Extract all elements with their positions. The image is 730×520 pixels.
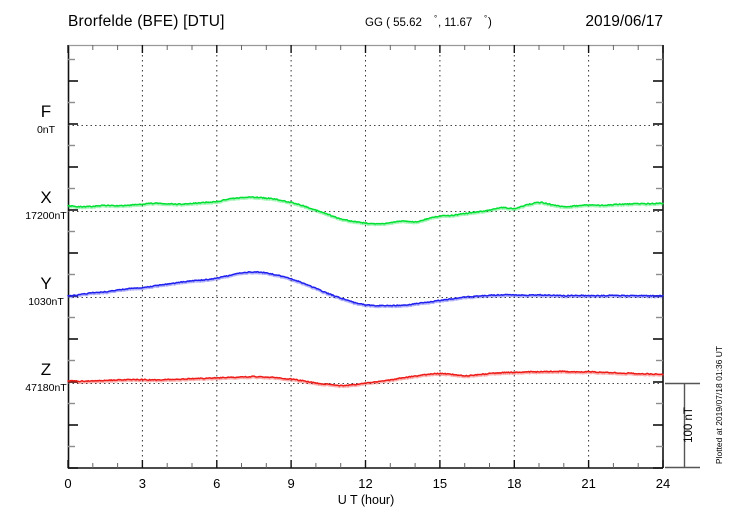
trace-halo-z [67, 371, 664, 389]
component-letter-y: Y [40, 274, 51, 293]
coords-degree-1: ° [434, 14, 437, 23]
trace-halo-y [67, 272, 664, 309]
component-letter-z: Z [41, 360, 51, 379]
plotted-at-stamp: Plotted at 2019/07/18 01:36 UT [714, 346, 724, 464]
component-baseline-layer [68, 125, 663, 384]
coords-prefix: GG ( 55.62 [365, 17, 422, 29]
x-tick-label: 15 [433, 476, 447, 491]
coords-suffix: ) [488, 17, 492, 29]
scale-bar: 100 nT [665, 382, 700, 469]
x-tick-layer [67, 45, 664, 468]
station-title: Brorfelde (BFE) [DTU] [68, 13, 225, 30]
trace-y [67, 270, 664, 307]
coords-degree-2: ° [484, 14, 487, 23]
x-tick-label: 24 [656, 476, 670, 491]
component-baseline-value-y: 1030nT [28, 296, 64, 308]
scale-bar-label: 100 nT [683, 407, 695, 443]
component-letter-x: X [40, 188, 51, 207]
observation-date: 2019/06/17 [585, 13, 663, 30]
x-tick-label: 21 [581, 476, 595, 491]
y-tick-layer [68, 58, 663, 469]
trace-halo-x [67, 197, 664, 227]
component-baseline-value-x: 17200nT [25, 210, 67, 222]
coords-mid: , 11.67 [438, 17, 472, 29]
x-tick-label: 12 [358, 476, 372, 491]
x-tick-label-layer: 0 3 6 9 12 15 18 21 24 [64, 476, 670, 491]
x-tick-label: 3 [139, 476, 146, 491]
x-axis-title: U T (hour) [338, 493, 395, 507]
grid-layer [141, 45, 590, 468]
component-baseline-value-f: 0nT [37, 124, 56, 136]
component-label-layer: F 0nT X 17200nT Y 1030nT Z 47180nT [25, 102, 67, 394]
x-tick-label: 18 [507, 476, 521, 491]
trace-z [67, 370, 664, 387]
trace-x [67, 196, 664, 225]
trace-layer [67, 196, 664, 389]
x-tick-label: 6 [213, 476, 220, 491]
x-tick-label: 0 [64, 476, 71, 491]
component-letter-f: F [41, 102, 51, 121]
component-baseline-value-z: 47180nT [25, 382, 67, 394]
x-tick-label: 9 [287, 476, 294, 491]
geographic-coordinates: GG ( 55.62 ° , 11.67 ° ) [365, 14, 492, 29]
